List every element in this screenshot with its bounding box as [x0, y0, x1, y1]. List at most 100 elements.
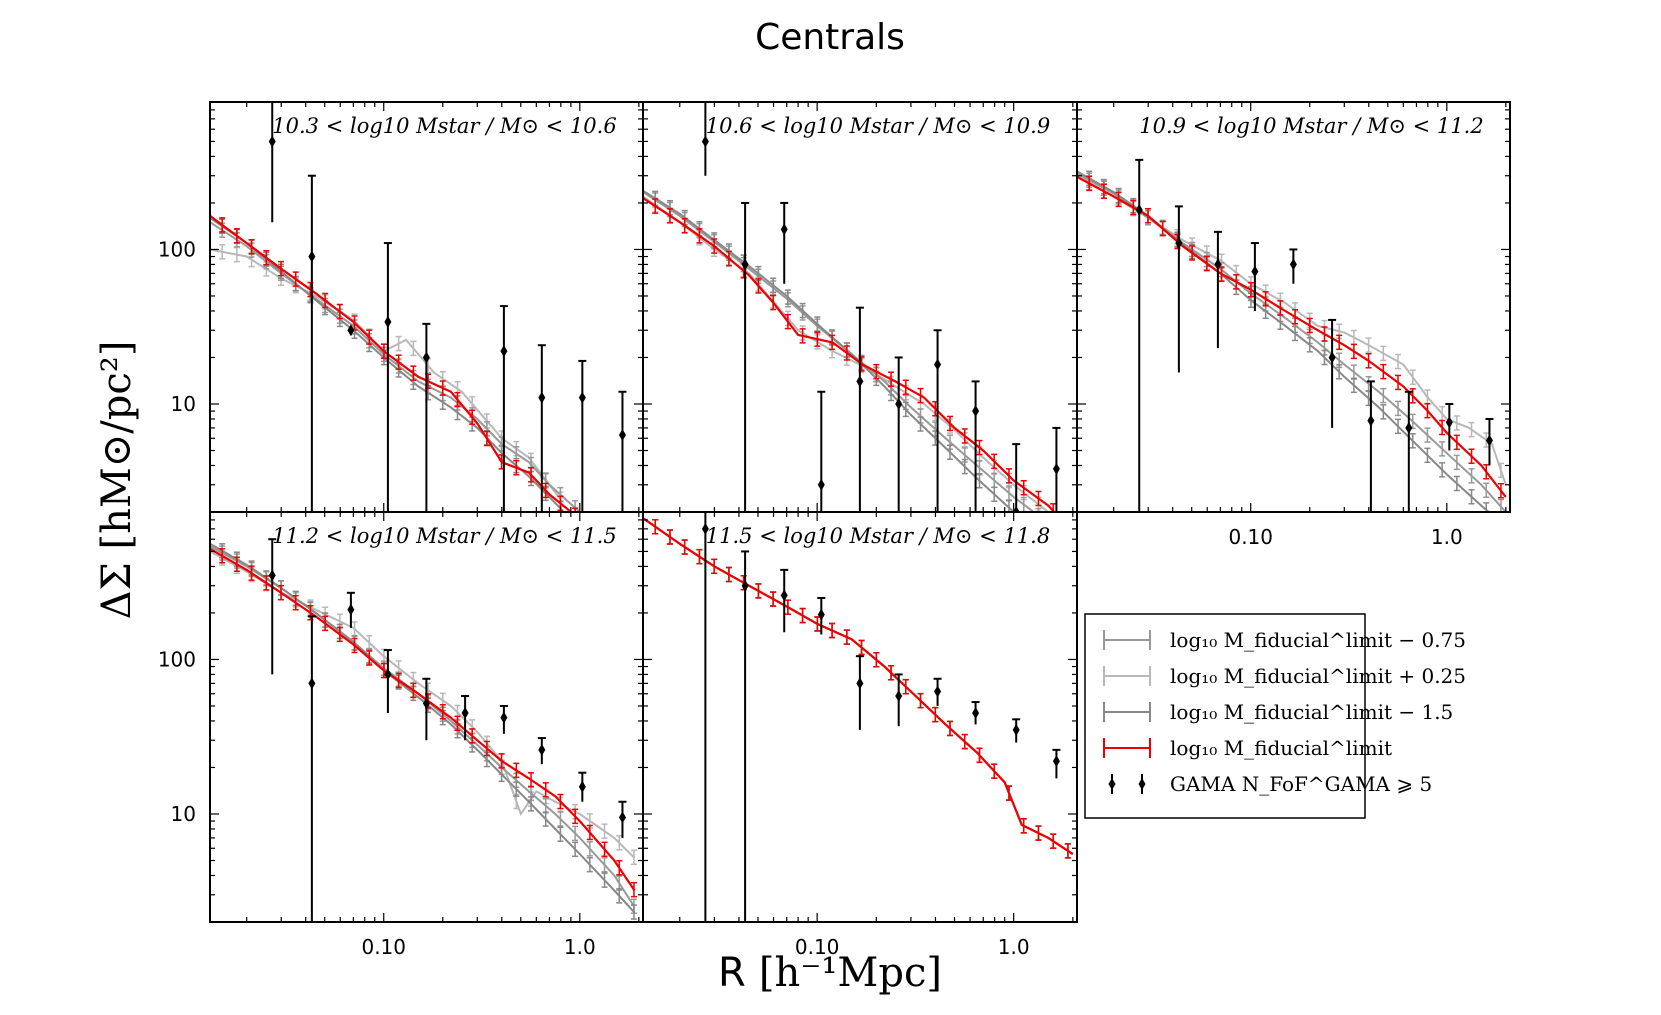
gama-point [817, 608, 825, 621]
legend-box [1084, 613, 1366, 819]
panel-frame [1076, 101, 1511, 513]
legend-label: log₁₀ M_fiducial^limit − 1.5 [1170, 700, 1453, 724]
gama-point [780, 589, 788, 602]
gama-point [701, 135, 709, 148]
gama-point [384, 668, 392, 681]
panel-label: 10.3 < log10 Mstar / M⊙ < 10.6 [272, 114, 616, 138]
y-tick-label: 100 [158, 237, 196, 261]
panel-label: 10.9 < log10 Mstar / M⊙ < 11.2 [1139, 114, 1483, 138]
panel-plot-area [210, 102, 627, 512]
gama-point [538, 743, 546, 756]
series-line-plus_0.25 [643, 195, 1049, 512]
gama-point [701, 522, 709, 535]
x-tick-label: 1.0 [998, 935, 1030, 959]
gama-point [1012, 506, 1020, 512]
x-tick-label: 1.0 [1431, 525, 1463, 549]
panel-4: 0.10 1.0 10 100 11.2 < log10 Mstar / M⊙ < 11… [158, 511, 644, 959]
panel-plot-area [643, 512, 1074, 922]
panels: 10 100 10.3 < log10 Mstar / M⊙ < 10.6 10.6 … [158, 101, 1511, 959]
x-tick-label: 0.10 [1228, 525, 1273, 549]
gama-point [972, 405, 980, 418]
series-line-minus_1.5 [210, 542, 636, 914]
panel-1: 10 100 10.3 < log10 Mstar / M⊙ < 10.6 [158, 101, 644, 513]
gama-point [308, 250, 316, 263]
legend-marker [1108, 778, 1116, 790]
x-axis-label: R [h⁻¹Mpc] [718, 950, 942, 996]
gama-point [538, 391, 546, 404]
y-tick-label: 10 [171, 802, 196, 826]
gama-point [895, 690, 903, 703]
gama-point [500, 711, 508, 724]
panel-plot-area [643, 102, 1061, 512]
series-line-fiducial [643, 197, 1056, 512]
gama-point [856, 375, 864, 388]
gama-point [618, 428, 626, 441]
x-axis-label-unit: [h⁻¹Mpc] [759, 950, 942, 996]
gama-point [934, 358, 942, 371]
gama-point [461, 707, 469, 720]
gama-point [1012, 723, 1020, 736]
panel-5: 0.10 1.0 11.5 < log10 Mstar / M⊙ < 11.8 [642, 511, 1078, 959]
x-tick-label: 0.10 [795, 935, 840, 959]
gama-point [1052, 755, 1060, 768]
figure-title: Centrals [755, 17, 905, 58]
panel-2: 10.6 < log10 Mstar / M⊙ < 10.9 [642, 101, 1078, 513]
series-line-minus_1.5 [643, 189, 1016, 512]
legend-item: log₁₀ M_fiducial^limit [1103, 736, 1392, 760]
series-line-minus_0.75 [1077, 172, 1507, 512]
gama-point [1367, 414, 1375, 427]
gama-point [972, 707, 980, 720]
legend-label: GAMA N_FoF^GAMA ⩾ 5 [1170, 772, 1432, 796]
series-line-fiducial [643, 517, 1074, 856]
gama-point [741, 258, 749, 271]
series-line-minus_1.5 [643, 517, 1074, 855]
gama-point [1445, 416, 1453, 429]
panel-ticks [643, 101, 1077, 513]
x-tick-label: 1.0 [564, 935, 596, 959]
gama-point [308, 677, 316, 690]
y-tick-label: 10 [171, 392, 196, 416]
x-tick-label: 0.10 [361, 935, 406, 959]
series-line-plus_0.25 [210, 248, 562, 501]
gama-point [1175, 237, 1183, 250]
panel-ticks [1077, 101, 1510, 513]
panel-plot-area [1077, 158, 1507, 512]
gama-point [578, 780, 586, 793]
gama-point [1251, 265, 1259, 278]
gama-point [268, 135, 276, 148]
panel-frame [642, 511, 1078, 923]
gama-point [817, 478, 825, 491]
gama-point [384, 315, 392, 328]
gama-point [1052, 462, 1060, 475]
gama-point [780, 223, 788, 236]
legend-marker [1138, 778, 1146, 790]
gama-point [1328, 351, 1336, 364]
series-line-minus_0.75 [643, 517, 1074, 855]
legend-item: log₁₀ M_fiducial^limit − 1.5 [1103, 700, 1453, 724]
gama-point [347, 603, 355, 616]
panel-plot-area [210, 538, 637, 922]
gama-point [741, 579, 749, 592]
gama-point [422, 697, 430, 710]
gama-point [422, 351, 430, 364]
gama-point [934, 685, 942, 698]
gama-point [1135, 204, 1143, 217]
y-axis-label: ΔΣ [hM⊙/pc²] [94, 341, 140, 620]
series-line-minus_1.5 [210, 217, 562, 510]
gama-point [1214, 258, 1222, 271]
series-line-fiducial [1077, 175, 1507, 498]
gama-point [578, 391, 586, 404]
gama-point [500, 345, 508, 358]
panel-label: 11.5 < log10 Mstar / M⊙ < 11.8 [706, 524, 1050, 548]
panel-3: 0.10 1.0 10.9 < log10 Mstar / M⊙ < 11.2 [1076, 101, 1511, 549]
series-line-plus_0.25 [643, 517, 1074, 855]
gama-point [895, 397, 903, 410]
panel-ticks [643, 511, 1077, 923]
legend-item: log₁₀ M_fiducial^limit − 0.75 [1103, 628, 1466, 652]
x-axis-label-prefix: R [718, 950, 746, 996]
y-tick-label: 100 [158, 647, 196, 671]
gama-point [347, 324, 355, 337]
panel-label: 11.2 < log10 Mstar / M⊙ < 11.5 [272, 524, 616, 548]
legend-item: log₁₀ M_fiducial^limit + 0.25 [1103, 664, 1466, 688]
